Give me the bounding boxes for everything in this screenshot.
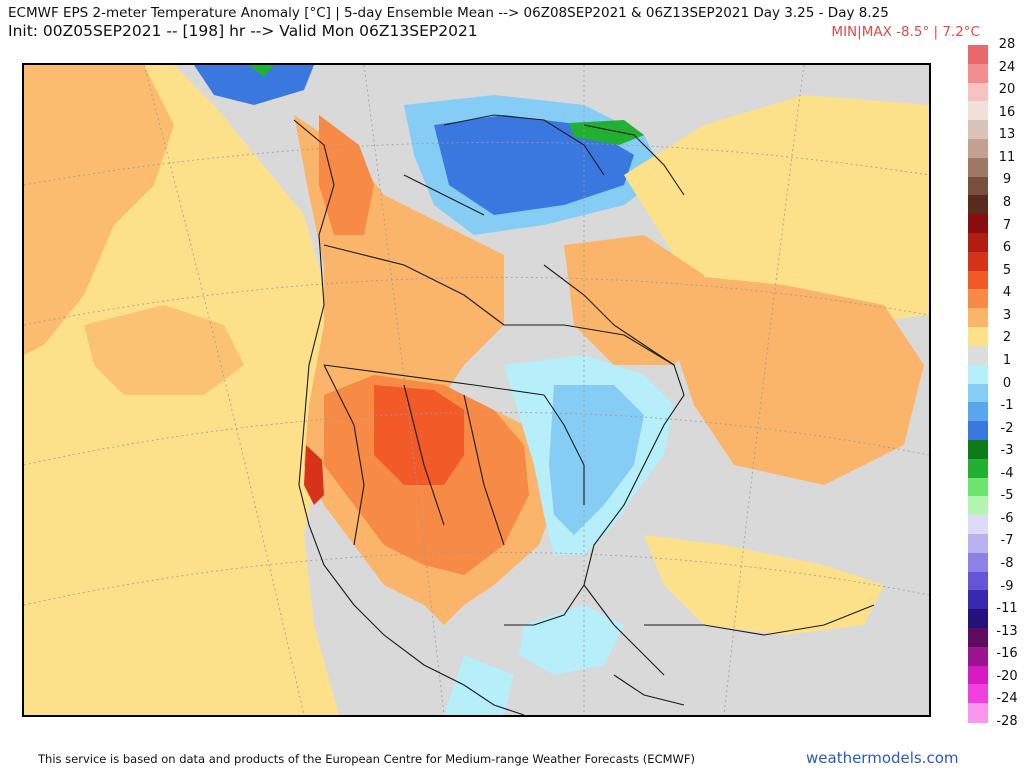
pacific-warm-anomaly-2 — [24, 65, 174, 355]
map-subtitle-init-valid: Init: 00Z05SEP2021 -- [198] hr --> Valid… — [8, 22, 478, 40]
legend-tick-label: 7 — [1002, 217, 1012, 233]
legend-swatch — [968, 214, 988, 234]
legend-tick-label: 28 — [998, 37, 1016, 52]
legend-tick-label: 0 — [1002, 375, 1012, 391]
legend-tick-label: -13 — [996, 623, 1018, 639]
legend-tick-label: 3 — [1002, 307, 1012, 323]
legend-swatch — [968, 270, 988, 291]
legend-swatch — [968, 571, 988, 591]
legend-swatch — [968, 458, 988, 479]
legend-swatch — [968, 496, 988, 516]
rockies-peak-warm — [374, 385, 464, 485]
caribbean-warm-anomaly — [644, 535, 884, 635]
pacific-warm-anomaly-3 — [84, 305, 244, 395]
legend-tick-label: -4 — [1000, 465, 1014, 481]
legend-swatch — [968, 327, 988, 347]
legend-swatch — [968, 439, 988, 460]
legend-swatch — [968, 684, 988, 704]
legend-swatch — [968, 176, 988, 197]
legend-swatch — [968, 251, 988, 272]
anomaly-map-canvas — [24, 65, 929, 715]
legend-tick-label: -7 — [1000, 533, 1014, 549]
legend-swatch — [968, 552, 988, 573]
legend-swatch — [968, 82, 988, 102]
legend-tick-label: 5 — [1002, 262, 1012, 278]
greenland-warm-anomaly — [624, 95, 929, 325]
legend-tick-label: -5 — [1000, 488, 1014, 504]
legend-tick-label: -8 — [1000, 556, 1014, 572]
coastlines-and-borders — [293, 114, 875, 715]
legend-swatch — [968, 233, 988, 253]
legend-tick-label: -6 — [1000, 510, 1014, 526]
graticule-lines — [24, 65, 929, 715]
legend-swatch — [968, 515, 988, 535]
legend-swatch — [968, 590, 988, 610]
eastern-us-cool-anomaly-2 — [549, 385, 644, 535]
legend-tick-label: -3 — [1000, 443, 1014, 459]
gulf-cool-anomaly — [519, 605, 624, 675]
legend-tick-label: 8 — [1002, 194, 1012, 210]
legend-swatch — [968, 421, 988, 441]
legend-swatch — [968, 139, 988, 159]
min-max-readout: MIN|MAX -8.5° | 7.2°C — [831, 24, 980, 40]
legend-tick-label: 2 — [1002, 330, 1012, 346]
legend-swatch — [968, 533, 988, 554]
alaska-north-cold — [194, 65, 314, 105]
legend-tick-label: -2 — [1000, 420, 1014, 436]
legend-swatch — [968, 609, 988, 629]
legend-tick-label: 1 — [1002, 352, 1012, 368]
legend-swatch — [968, 101, 988, 121]
northwest-canada-warm — [319, 115, 374, 235]
legend-tick-label: -16 — [996, 646, 1018, 662]
legend-swatch — [968, 703, 988, 723]
legend-tick-label: 4 — [1002, 285, 1012, 301]
legend-tick-label: 11 — [998, 149, 1016, 165]
north-atlantic-warm-anomaly — [674, 275, 924, 485]
legend-tick-label: 9 — [1002, 172, 1012, 188]
legend-tick-label: 6 — [1002, 240, 1012, 256]
legend-tick-label: 24 — [998, 59, 1016, 75]
legend-swatch — [968, 45, 988, 65]
legend-tick-label: -9 — [1000, 578, 1014, 594]
labrador-warm-anomaly — [564, 235, 714, 365]
legend-swatch — [968, 195, 988, 215]
legend-swatch — [968, 627, 988, 648]
legend-swatch — [968, 383, 988, 403]
legend-swatch — [968, 289, 988, 309]
california-peak-warm — [304, 445, 324, 505]
legend-swatch — [968, 120, 988, 140]
legend-swatch — [968, 477, 988, 497]
legend-swatch — [968, 345, 988, 366]
legend-swatch — [968, 665, 988, 685]
map-title: ECMWF EPS 2-meter Temperature Anomaly [°… — [8, 5, 889, 21]
central-america-cool — [444, 655, 514, 715]
legend-swatch — [968, 308, 988, 328]
ecmwf-attribution: This service is based on data and produc… — [38, 752, 695, 766]
legend-swatch — [968, 63, 988, 84]
legend-tick-label: -28 — [996, 714, 1018, 729]
legend-tick-label: 20 — [998, 82, 1016, 98]
legend-tick-label: -11 — [996, 601, 1018, 617]
alaska-north-cold-core — [249, 65, 274, 77]
legend-tick-label: -20 — [996, 668, 1018, 684]
brand-link[interactable]: weathermodels.com — [806, 749, 959, 767]
legend-tick-label: 13 — [998, 127, 1016, 143]
legend-swatch — [968, 646, 988, 667]
anomaly-map — [22, 63, 931, 717]
legend-swatch — [968, 402, 988, 422]
legend-tick-label: -1 — [1000, 398, 1014, 414]
legend-tick-label: -24 — [996, 691, 1018, 707]
legend-swatch — [968, 364, 988, 385]
legend-swatch — [968, 157, 988, 178]
legend-tick-label: 16 — [998, 104, 1016, 120]
